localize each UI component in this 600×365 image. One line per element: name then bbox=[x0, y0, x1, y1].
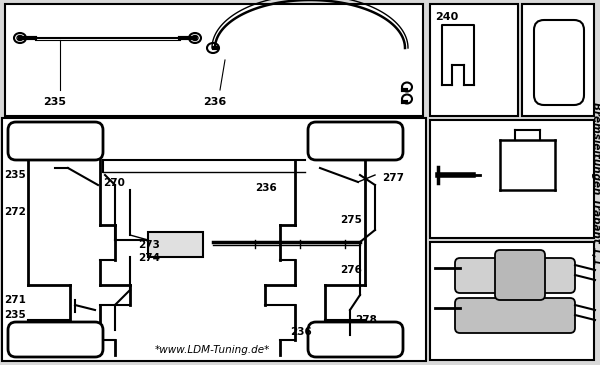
FancyBboxPatch shape bbox=[455, 258, 575, 293]
Bar bbox=[430, 120, 594, 238]
Bar bbox=[2, 118, 426, 361]
Bar bbox=[430, 242, 594, 360]
FancyBboxPatch shape bbox=[495, 250, 545, 300]
Text: 236: 236 bbox=[203, 97, 227, 107]
Text: 236: 236 bbox=[290, 327, 312, 337]
FancyBboxPatch shape bbox=[8, 322, 103, 357]
FancyBboxPatch shape bbox=[455, 298, 575, 333]
Text: *www.LDM-Tuning.de*: *www.LDM-Tuning.de* bbox=[154, 345, 269, 355]
Text: 270: 270 bbox=[103, 178, 125, 188]
Text: 273: 273 bbox=[138, 240, 160, 250]
FancyBboxPatch shape bbox=[8, 122, 103, 160]
Bar bbox=[430, 4, 518, 116]
Text: 235: 235 bbox=[44, 97, 67, 107]
Text: 275: 275 bbox=[340, 215, 362, 225]
Text: 272: 272 bbox=[4, 207, 26, 217]
Text: 240: 240 bbox=[435, 12, 458, 22]
Text: 235: 235 bbox=[4, 170, 26, 180]
Text: 277: 277 bbox=[382, 173, 404, 183]
Text: 276: 276 bbox=[340, 265, 362, 275]
Text: Bremsleitungen Trabant 1,1: Bremsleitungen Trabant 1,1 bbox=[591, 101, 600, 265]
Bar bbox=[148, 232, 203, 257]
FancyBboxPatch shape bbox=[308, 322, 403, 357]
Ellipse shape bbox=[437, 301, 453, 315]
Text: 278: 278 bbox=[355, 315, 377, 325]
Bar bbox=[5, 4, 423, 116]
Text: 271: 271 bbox=[4, 295, 26, 305]
Text: 236: 236 bbox=[255, 183, 277, 193]
Text: 274: 274 bbox=[138, 253, 160, 263]
Text: 235: 235 bbox=[4, 310, 26, 320]
Ellipse shape bbox=[437, 261, 453, 275]
Bar bbox=[522, 4, 594, 116]
FancyBboxPatch shape bbox=[308, 122, 403, 160]
FancyBboxPatch shape bbox=[534, 20, 584, 105]
